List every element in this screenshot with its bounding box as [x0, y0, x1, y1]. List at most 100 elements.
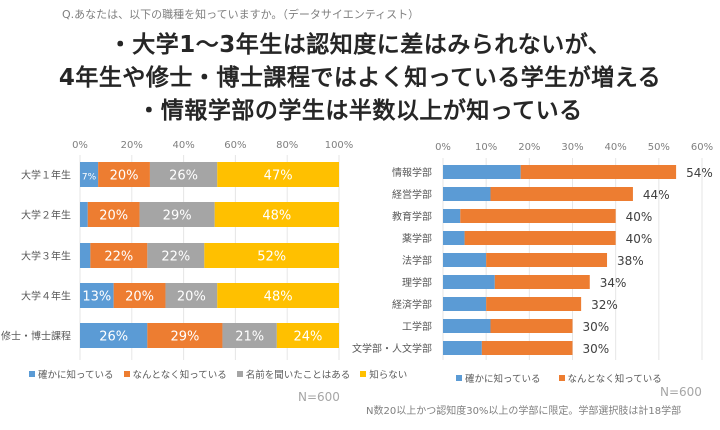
- total-label: 44%: [643, 188, 670, 202]
- data-label: 48%: [264, 290, 293, 305]
- bar-segment: [80, 243, 91, 268]
- legend-swatch: [360, 371, 367, 377]
- category-label: 文学部・人文学部: [352, 342, 432, 355]
- data-label: 24%: [293, 330, 322, 345]
- bar-segment: [80, 323, 148, 348]
- x-tick-label: 0%: [435, 142, 451, 153]
- bar-segment: [98, 162, 150, 187]
- bar-segment: [217, 283, 339, 308]
- bar-segment: [443, 231, 465, 245]
- category-label: 理学部: [402, 276, 432, 289]
- bar-segment: [149, 162, 218, 187]
- headline-line-2: 4年生や修士・博士課程ではよく知っている学生が増える: [58, 65, 662, 91]
- bar-segment: [443, 297, 487, 311]
- category-label: 経営学部: [392, 188, 432, 201]
- x-tick-label: 30%: [561, 142, 583, 153]
- bar-segment: [165, 283, 218, 308]
- left-chart-legend: 確かに知っている なんとなく知っている 名前を聞いたことはある 知らない: [29, 367, 407, 381]
- data-label: 52%: [257, 250, 286, 265]
- x-tick-label: 20%: [121, 140, 143, 151]
- bar-segment: [490, 187, 633, 201]
- data-label: 20%: [99, 209, 128, 224]
- total-label: 30%: [583, 342, 610, 356]
- bar-segment: [443, 341, 482, 355]
- legend-swatch: [236, 371, 243, 377]
- data-label: 20%: [125, 290, 154, 305]
- x-tick-label: 0%: [72, 140, 88, 151]
- data-label: 29%: [170, 330, 199, 345]
- legend-swatch: [558, 375, 565, 381]
- legend-label: なんとなく知っている: [567, 374, 662, 385]
- bar-segment: [147, 243, 205, 268]
- bar-segment: [460, 209, 616, 223]
- headline-line-3: ・情報学部の学生は半数以上が知っている: [137, 98, 583, 124]
- bar-segment: [204, 243, 339, 268]
- legend-label: なんとなく知っている: [132, 370, 227, 381]
- data-label: 29%: [163, 209, 192, 224]
- bar-segment: [217, 162, 339, 187]
- category-label: 修士・博士課程: [1, 330, 71, 343]
- data-label: 20%: [177, 290, 206, 305]
- legend-item: 確かに知っている: [456, 371, 541, 385]
- legend-swatch: [123, 371, 130, 377]
- bar-segment: [443, 187, 491, 201]
- category-label: 薬学部: [402, 232, 432, 245]
- bar-segment: [443, 209, 461, 223]
- data-label: 21%: [235, 330, 264, 345]
- legend-label: 知らない: [369, 370, 408, 381]
- total-label: 34%: [600, 276, 627, 290]
- category-label: 大学３年生: [21, 250, 71, 263]
- bar-segment: [214, 202, 339, 227]
- total-label: 54%: [686, 166, 713, 180]
- legend-swatch: [29, 371, 35, 377]
- x-tick-label: 80%: [276, 140, 298, 151]
- data-label: 26%: [169, 169, 198, 184]
- category-label: 教育学部: [392, 210, 432, 223]
- bar-segment: [80, 283, 114, 308]
- bar-segment: [147, 323, 223, 348]
- category-label: 工学部: [402, 320, 432, 333]
- footnote: N数20以上かつ認知度30%以上の学部に限定。学部選択肢は計18学部: [366, 406, 682, 417]
- category-label: 大学２年生: [21, 209, 71, 222]
- headline-line-1: ・大学1～3年生は認知度に差はみられないが、: [108, 32, 612, 58]
- x-tick-label: 60%: [224, 140, 246, 151]
- bar-segment: [443, 275, 495, 289]
- bar-segment: [80, 202, 88, 227]
- legend-item: なんとなく知っている: [558, 371, 662, 385]
- bar-segment: [443, 165, 521, 179]
- x-tick-label: 10%: [475, 142, 497, 153]
- bar-segment: [80, 162, 99, 187]
- x-tick-label: 50%: [648, 142, 670, 153]
- bar-segment: [276, 323, 339, 348]
- total-label: 32%: [591, 298, 618, 312]
- bar-segment: [113, 283, 166, 308]
- bar-segment: [486, 297, 582, 311]
- total-label: 40%: [626, 232, 653, 246]
- x-tick-label: 20%: [518, 142, 540, 153]
- bar-segment: [520, 165, 677, 179]
- bar-segment: [464, 231, 616, 245]
- bar-segment: [139, 202, 215, 227]
- legend-label: 確かに知っている: [38, 370, 114, 381]
- category-label: 法学部: [402, 254, 432, 267]
- total-label: 38%: [617, 254, 644, 268]
- category-label: 経済学部: [392, 298, 432, 311]
- x-tick-label: 40%: [172, 140, 194, 151]
- left-sample-size: N=600: [298, 390, 340, 404]
- legend-item: なんとなく知っている: [123, 367, 227, 381]
- data-label: 20%: [110, 169, 139, 184]
- bar-segment: [486, 253, 608, 267]
- bar-segment: [481, 341, 573, 355]
- legend-swatch: [456, 375, 462, 381]
- survey-question: Q.あなたは、以下の職種を知っていますか。（データサイエンティスト）: [62, 8, 420, 21]
- bar-segment: [494, 275, 590, 289]
- bar-segment: [443, 253, 487, 267]
- x-tick-label: 60%: [691, 142, 713, 153]
- category-label: 大学４年生: [21, 290, 71, 303]
- legend-item: 名前を聞いたことはある: [236, 367, 350, 381]
- bar-segment: [443, 319, 491, 333]
- data-label: 47%: [264, 169, 293, 184]
- x-tick-label: 100%: [325, 140, 354, 151]
- right-sample-size: N=600: [660, 385, 702, 399]
